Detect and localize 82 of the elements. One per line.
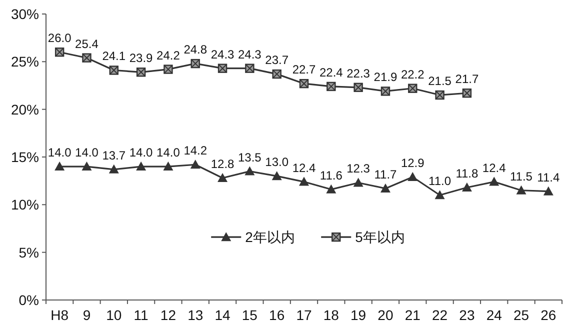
- data-label: 26.0: [48, 31, 72, 46]
- point: [54, 162, 65, 171]
- data-label: 14.2: [184, 144, 208, 158]
- data-label: 21.5: [428, 74, 452, 88]
- data-label: 23.9: [129, 51, 154, 66]
- data-label: 22.2: [400, 67, 425, 82]
- y-tick-label: 30%: [10, 6, 39, 22]
- data-label: 12.3: [346, 162, 370, 176]
- point: [218, 172, 228, 182]
- x-tick-label: H8: [50, 307, 69, 323]
- point: [136, 162, 146, 171]
- data-label: 14.0: [129, 146, 154, 160]
- x-tick-label: 10: [106, 307, 122, 323]
- data-label: 22.7: [292, 62, 316, 77]
- data-label: 25.4: [75, 36, 99, 51]
- data-label: 13.5: [238, 150, 262, 164]
- data-label: 24.3: [210, 47, 235, 62]
- point: [299, 176, 309, 186]
- data-label: 14.0: [156, 146, 180, 160]
- y-tick-label: 25%: [10, 54, 39, 70]
- x-tick-label: 19: [350, 307, 366, 323]
- point: [434, 190, 445, 200]
- x-tick-label: 18: [323, 307, 340, 323]
- y-tick-label: 15%: [10, 149, 39, 165]
- data-label: 21.7: [455, 72, 479, 86]
- data-label: 11.7: [374, 167, 398, 182]
- x-tick-label: 23: [459, 307, 475, 323]
- point: [163, 162, 174, 171]
- data-label: 14.0: [75, 146, 99, 160]
- x-tick-label: 22: [432, 307, 448, 323]
- point: [326, 184, 336, 194]
- y-tick-label: 10%: [10, 196, 39, 213]
- point: [190, 160, 200, 169]
- point: [380, 183, 390, 192]
- data-label: 13.0: [265, 155, 289, 170]
- data-label: 24.3: [238, 47, 262, 62]
- data-label: 24.2: [156, 48, 180, 62]
- point: [108, 164, 119, 174]
- data-label: 14.0: [48, 146, 72, 160]
- point: [462, 182, 472, 192]
- data-label: 22.4: [319, 65, 344, 80]
- point: [82, 162, 92, 171]
- point: [489, 176, 500, 186]
- point: [353, 178, 364, 187]
- x-tick-label: 11: [134, 307, 149, 323]
- x-tick-label: 17: [296, 307, 312, 323]
- point: [543, 186, 554, 196]
- data-label: 24.1: [102, 49, 126, 64]
- y-tick-label: 0%: [18, 292, 39, 308]
- x-tick-label: 9: [82, 307, 91, 323]
- x-tick-label: 24: [486, 307, 502, 323]
- data-label: 11.8: [456, 166, 479, 181]
- x-tick-label: 25: [513, 307, 530, 323]
- x-tick-label: 13: [188, 307, 204, 323]
- y-tick-label: 20%: [10, 101, 39, 118]
- data-label: 12.9: [400, 156, 425, 170]
- data-label: 11.4: [537, 170, 560, 184]
- data-label: 23.7: [265, 53, 289, 68]
- data-label: 22.3: [346, 66, 370, 80]
- data-label: 21.9: [374, 70, 398, 84]
- point: [244, 166, 255, 176]
- data-label: 12.4: [482, 160, 506, 175]
- point: [408, 172, 418, 182]
- point: [516, 185, 526, 194]
- x-tick-label: 14: [214, 307, 231, 323]
- x-tick-label: 26: [540, 307, 556, 323]
- data-label: 12.8: [210, 156, 235, 171]
- data-label: 11.5: [510, 169, 533, 184]
- data-label: 11.6: [320, 168, 343, 182]
- x-tick-label: 12: [160, 307, 176, 323]
- x-tick-label: 16: [269, 307, 285, 323]
- x-tick-label: 20: [378, 307, 394, 323]
- data-label: 11.0: [428, 174, 452, 188]
- legend-label: 5年以内: [355, 229, 405, 246]
- x-tick-label: 21: [404, 307, 421, 323]
- legend-label: 2年以内: [245, 229, 295, 246]
- x-tick-label: 15: [242, 307, 258, 323]
- y-tick-label: 5%: [18, 244, 39, 260]
- data-label: 13.7: [102, 148, 126, 162]
- data-label: 24.8: [184, 42, 208, 57]
- data-label: 12.4: [292, 160, 316, 175]
- point: [272, 171, 282, 180]
